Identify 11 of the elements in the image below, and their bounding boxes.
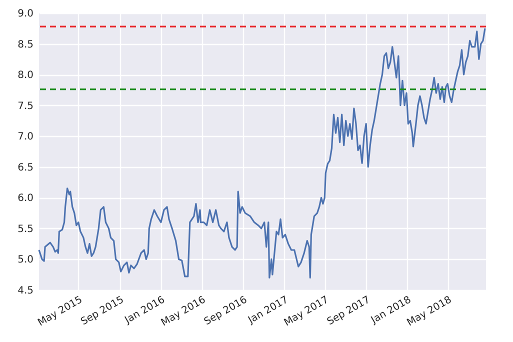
y-tick-label: 5.0	[18, 254, 34, 266]
line-series	[38, 28, 486, 278]
y-tick-label: 8.0	[18, 70, 34, 82]
y-tick-label: 9.0	[18, 8, 34, 20]
y-tick-label: 7.0	[18, 132, 34, 143]
y-tick-label: 6.5	[18, 162, 34, 174]
y-tick-label: 4.5	[18, 286, 34, 296]
y-tick-label: 6.0	[18, 193, 34, 204]
y-tick-label: 8.5	[18, 39, 34, 50]
y-tick-label: 5.5	[18, 224, 34, 235]
y-tick-label: 7.5	[18, 100, 34, 112]
